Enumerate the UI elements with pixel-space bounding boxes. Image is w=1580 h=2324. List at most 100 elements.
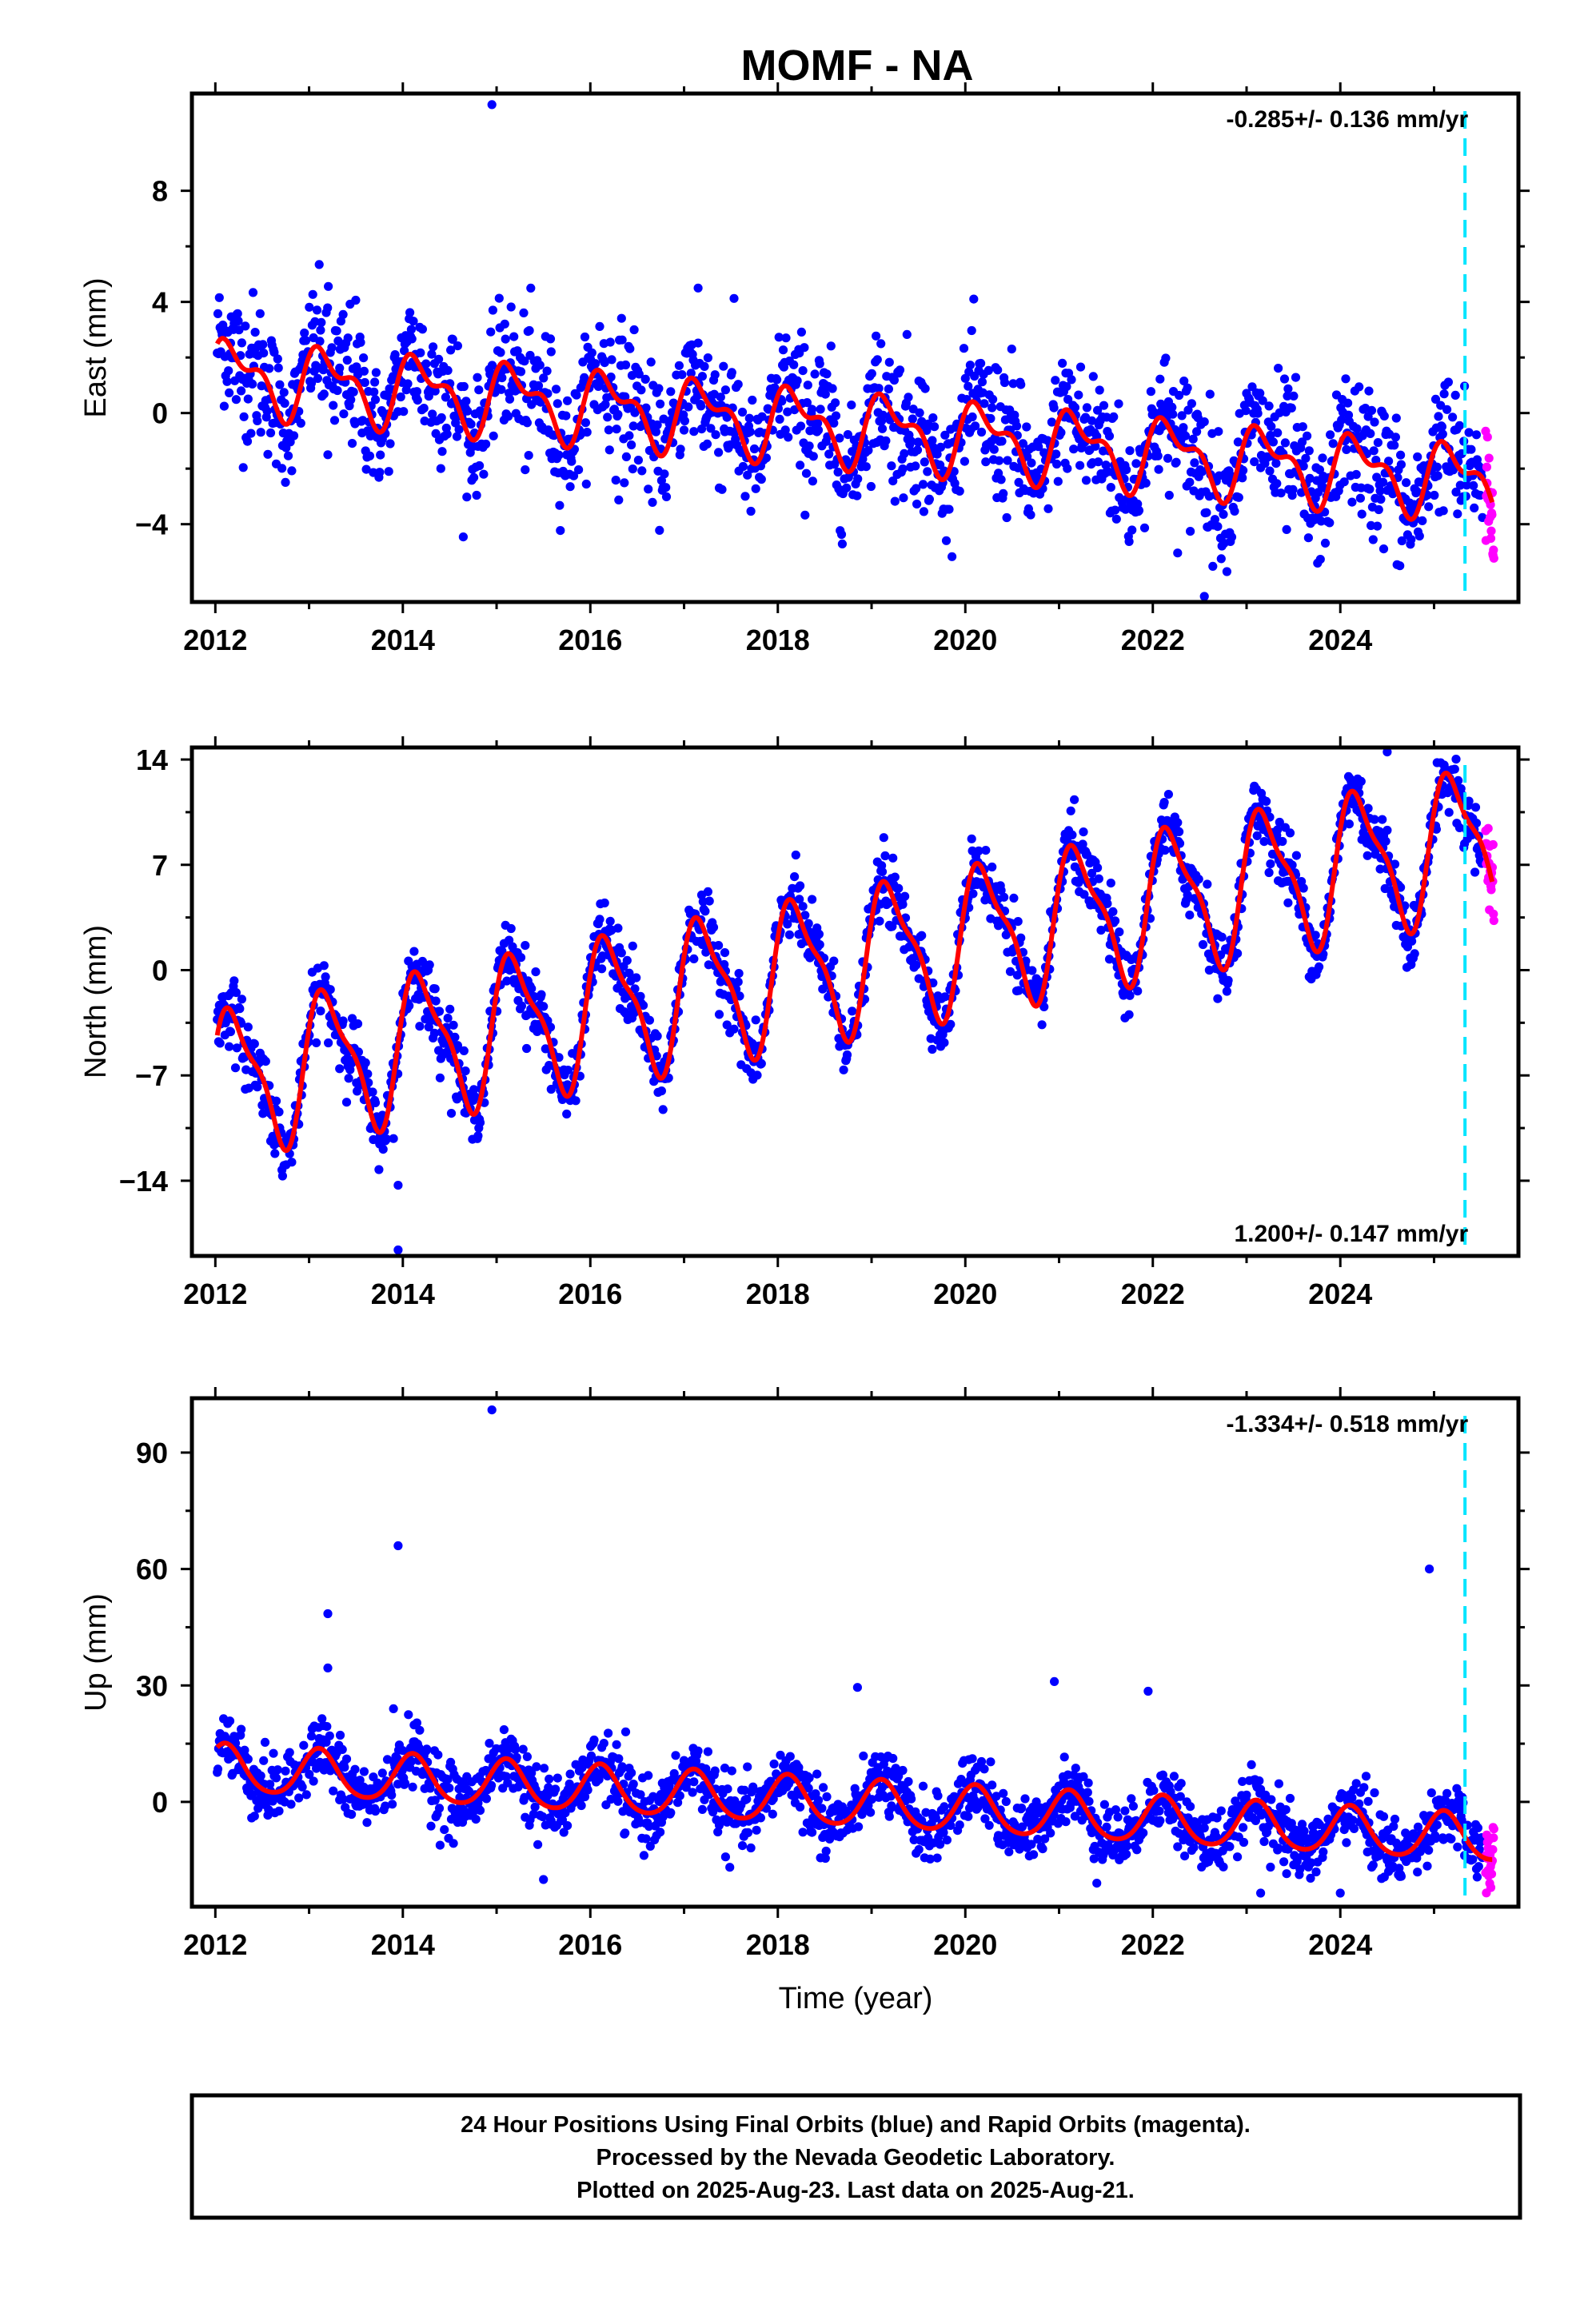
- final-orbit-point: [822, 369, 831, 378]
- final-orbit-point: [1015, 986, 1023, 995]
- chart-title: MOMF - NA: [741, 42, 974, 90]
- final-orbit-point: [1262, 797, 1271, 806]
- final-orbit-point: [811, 369, 820, 378]
- final-orbit-point: [501, 335, 510, 344]
- final-orbit-point: [968, 326, 976, 335]
- final-orbit-point: [455, 425, 464, 434]
- final-orbit-point: [280, 388, 289, 397]
- final-orbit-point: [637, 466, 646, 475]
- final-orbit-point: [1390, 440, 1398, 449]
- final-orbit-point: [533, 1840, 542, 1849]
- final-orbit-point: [275, 381, 284, 389]
- final-orbit-point: [270, 1149, 279, 1158]
- final-orbit-point: [878, 867, 887, 876]
- final-orbit-point: [808, 1828, 816, 1837]
- final-orbit-point: [1455, 421, 1464, 430]
- final-orbit-point: [539, 1002, 548, 1011]
- final-orbit-point: [770, 1760, 779, 1768]
- final-orbit-point: [1089, 372, 1098, 381]
- final-orbit-point: [612, 1740, 621, 1749]
- final-orbit-point: [738, 1841, 747, 1850]
- final-orbit-point: [479, 470, 488, 479]
- final-orbit-point: [235, 1004, 244, 1013]
- final-orbit-point: [748, 396, 756, 405]
- final-orbit-point: [997, 475, 1006, 484]
- final-orbit-point: [433, 1751, 442, 1760]
- outlier-point: [323, 450, 332, 459]
- final-orbit-point: [834, 468, 843, 476]
- final-orbit-point: [756, 1813, 765, 1822]
- east-rate-label: -0.285+/- 0.136 mm/yr: [1226, 106, 1468, 133]
- final-orbit-point: [1265, 401, 1274, 410]
- final-orbit-point: [460, 382, 469, 391]
- final-orbit-point: [453, 341, 462, 350]
- final-orbit-point: [627, 1768, 636, 1777]
- final-orbit-point: [505, 395, 514, 404]
- final-orbit-point: [604, 1728, 612, 1737]
- final-orbit-point: [1105, 432, 1114, 440]
- final-orbit-point: [248, 380, 257, 389]
- final-orbit-point: [1115, 927, 1123, 936]
- final-orbit-point: [440, 1825, 449, 1834]
- rapid-orbit-point: [1490, 554, 1498, 563]
- final-orbit-point: [436, 1841, 445, 1850]
- final-orbit-point: [1135, 506, 1143, 515]
- final-orbit-point: [1352, 470, 1361, 479]
- final-orbit-point: [405, 308, 414, 317]
- final-orbit-point: [563, 397, 572, 405]
- final-orbit-point: [507, 302, 516, 311]
- final-orbit-point: [321, 972, 330, 981]
- final-orbit-point: [899, 493, 908, 502]
- final-orbit-point: [1453, 509, 1462, 518]
- final-orbit-point: [521, 465, 529, 474]
- final-orbit-point: [360, 367, 369, 376]
- y-tick-label: 4: [152, 286, 168, 319]
- final-orbit-point: [908, 414, 917, 423]
- final-orbit-point: [261, 1057, 270, 1066]
- final-orbit-point: [805, 441, 814, 450]
- final-orbit-point: [921, 385, 930, 393]
- final-orbit-point: [746, 428, 755, 436]
- final-orbit-point: [799, 1828, 808, 1836]
- final-orbit-point: [1027, 966, 1036, 975]
- final-orbit-point: [426, 1822, 435, 1831]
- x-tick-label: 2020: [933, 624, 997, 656]
- final-orbit-point: [928, 1045, 936, 1054]
- final-orbit-point: [657, 1086, 666, 1095]
- final-orbit-point: [434, 355, 443, 364]
- final-orbit-point: [898, 464, 907, 473]
- x-tick-label: 2022: [1121, 624, 1185, 656]
- final-orbit-point: [356, 338, 365, 347]
- final-orbit-point: [429, 342, 437, 351]
- final-orbit-point: [933, 1854, 942, 1863]
- final-orbit-point: [1046, 1828, 1055, 1837]
- final-orbit-point: [500, 1725, 509, 1734]
- final-orbit-point: [250, 1812, 259, 1820]
- final-orbit-point: [956, 487, 964, 496]
- final-orbit-point: [1367, 406, 1376, 415]
- final-orbit-point: [1175, 827, 1183, 836]
- final-orbit-point: [829, 957, 838, 966]
- final-orbit-point: [612, 476, 620, 484]
- final-orbit-point: [1365, 484, 1374, 493]
- final-orbit-point: [1469, 481, 1478, 490]
- final-orbit-point: [274, 1807, 283, 1816]
- final-orbit-point: [804, 919, 813, 928]
- final-orbit-point: [888, 854, 897, 863]
- final-orbit-point: [964, 1812, 972, 1821]
- final-orbit-point: [339, 1016, 348, 1025]
- x-tick-label: 2020: [933, 1278, 997, 1310]
- final-orbit-point: [418, 325, 427, 333]
- final-orbit-point: [920, 457, 929, 466]
- y-tick-label: 7: [152, 849, 168, 882]
- final-orbit-point: [1370, 417, 1379, 426]
- final-orbit-point: [1299, 883, 1308, 892]
- final-orbit-point: [258, 340, 267, 349]
- final-orbit-point: [1267, 422, 1275, 431]
- final-orbit-point: [913, 445, 922, 454]
- final-orbit-point: [322, 1722, 331, 1731]
- final-orbit-point: [320, 961, 329, 970]
- final-orbit-point: [372, 368, 381, 377]
- final-orbit-point: [925, 495, 934, 504]
